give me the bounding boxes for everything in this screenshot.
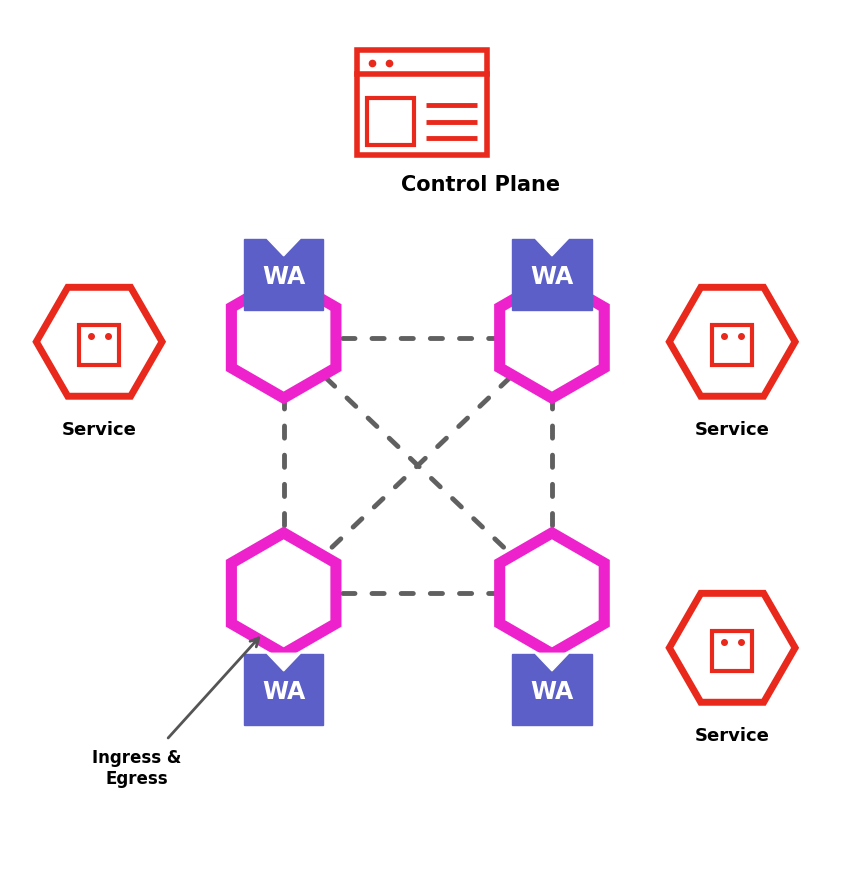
Polygon shape bbox=[267, 239, 300, 256]
Polygon shape bbox=[669, 288, 795, 397]
Polygon shape bbox=[500, 534, 604, 653]
Text: Service: Service bbox=[695, 421, 770, 438]
FancyBboxPatch shape bbox=[367, 99, 414, 146]
FancyBboxPatch shape bbox=[244, 240, 323, 311]
Text: WA: WA bbox=[262, 265, 306, 289]
FancyBboxPatch shape bbox=[712, 326, 752, 366]
Polygon shape bbox=[500, 278, 604, 399]
Text: Service: Service bbox=[695, 726, 770, 744]
FancyBboxPatch shape bbox=[244, 654, 323, 726]
FancyBboxPatch shape bbox=[712, 631, 752, 672]
FancyBboxPatch shape bbox=[512, 654, 592, 726]
Text: Ingress &
Egress: Ingress & Egress bbox=[92, 748, 181, 787]
FancyBboxPatch shape bbox=[357, 51, 487, 156]
Polygon shape bbox=[267, 653, 300, 671]
Polygon shape bbox=[535, 653, 569, 671]
Text: Control Plane: Control Plane bbox=[401, 175, 560, 195]
FancyBboxPatch shape bbox=[79, 326, 119, 366]
Polygon shape bbox=[535, 239, 569, 256]
FancyBboxPatch shape bbox=[512, 240, 592, 311]
Text: WA: WA bbox=[530, 680, 574, 704]
Polygon shape bbox=[36, 288, 162, 397]
Polygon shape bbox=[231, 278, 336, 399]
Text: Service: Service bbox=[62, 421, 137, 438]
Polygon shape bbox=[669, 594, 795, 702]
Text: WA: WA bbox=[262, 680, 306, 704]
Polygon shape bbox=[231, 534, 336, 653]
Text: WA: WA bbox=[530, 265, 574, 289]
